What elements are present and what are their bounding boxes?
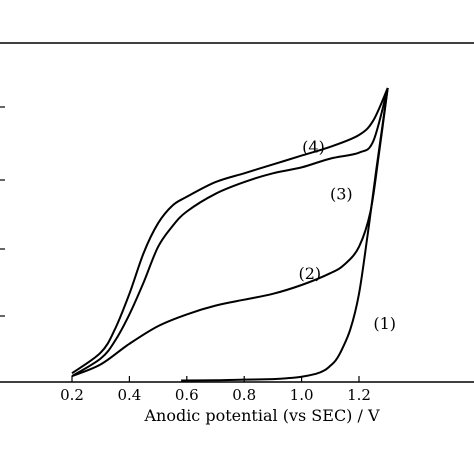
curve-3	[71, 87, 389, 377]
curve-labels: (1) (2) (3) (4)	[298, 138, 396, 333]
y-axis-ticks	[0, 106, 5, 317]
curve-label-2: (2)	[298, 264, 321, 283]
curve-label-1: (1)	[373, 314, 396, 333]
x-tick-label: 0.8	[232, 386, 256, 404]
curve-4	[71, 87, 389, 375]
x-axis-ticks: 0.2 0.4 0.6 0.8 1.0 1.2	[60, 376, 371, 404]
curve-label-3: (3)	[330, 185, 353, 204]
x-tick-label: 1.0	[290, 386, 314, 404]
x-axis-title: Anodic potential (vs SEC) / V	[143, 406, 380, 425]
x-tick-label: 0.6	[175, 386, 199, 404]
curves	[71, 87, 389, 382]
curve-1	[181, 87, 389, 382]
curve-label-4: (4)	[302, 138, 325, 157]
x-tick-label: 0.4	[117, 386, 141, 404]
x-tick-label: 1.2	[347, 386, 371, 404]
curve-2	[71, 87, 389, 378]
x-tick-label: 0.2	[60, 386, 84, 404]
